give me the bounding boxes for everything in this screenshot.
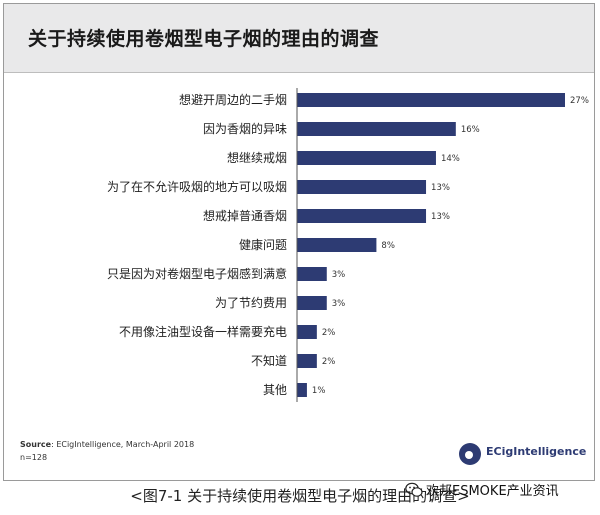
category-label: 想戒掉普通香烟	[203, 208, 287, 223]
value-label: 8%	[381, 241, 395, 251]
value-label: 1%	[312, 386, 326, 396]
source-label: Source	[20, 440, 52, 449]
category-label: 因为香烟的异味	[203, 121, 287, 136]
category-label: 不知道	[251, 354, 287, 368]
value-label: 13%	[431, 212, 450, 222]
category-label: 不用像注油型设备一样需要充电	[119, 324, 287, 339]
category-label: 健康问题	[239, 237, 287, 252]
bar	[297, 383, 307, 397]
source-note: Source: ECigIntelligence, March-April 20…	[20, 440, 194, 449]
value-label: 2%	[322, 328, 336, 338]
value-label: 3%	[332, 299, 346, 309]
category-label: 只是因为对卷烟型电子烟感到满意	[107, 266, 287, 281]
bar	[297, 354, 317, 368]
bar	[297, 325, 317, 339]
bar	[297, 267, 327, 281]
category-label: 其他	[263, 383, 287, 397]
value-label: 16%	[461, 125, 480, 135]
category-label: 想避开周边的二手烟	[179, 92, 287, 107]
watermark: 欢邦ESMOKE产业资讯	[405, 480, 559, 499]
bar	[297, 296, 327, 310]
source-text: : ECigIntelligence, March-April 2018	[51, 440, 195, 449]
value-label: 13%	[431, 183, 450, 193]
wechat-icon	[405, 482, 423, 497]
category-label: 为了节约费用	[215, 295, 287, 310]
category-label: 为了在不允许吸烟的地方可以吸烟	[107, 179, 287, 194]
ecig-logo: ECigIntelligence	[459, 441, 586, 469]
bar	[297, 238, 377, 252]
bar	[297, 180, 427, 194]
bar	[297, 209, 427, 223]
value-label: 3%	[332, 270, 346, 280]
bar	[297, 122, 456, 136]
ecig-logo-icon	[459, 443, 481, 465]
sample-size: n=128	[20, 453, 48, 462]
figure-frame: 关于持续使用卷烟型电子烟的理由的调查 Source: ECigIntellige…	[3, 3, 595, 481]
bar	[297, 151, 436, 165]
logo-name: ECigIntelligence	[486, 445, 587, 458]
watermark-text: 欢邦ESMOKE产业资讯	[426, 484, 559, 499]
bar-chart: 想避开周边的二手烟 27% 因为香烟的异味 16% 想继续戒烟 14% 为了在不允许吸烟的地…	[107, 88, 589, 402]
value-label: 2%	[322, 357, 336, 367]
figure-caption: <图7-1 关于持续使用卷烟型电子烟的理由的调查>	[130, 487, 470, 505]
chart-title: 关于持续使用卷烟型电子烟的理由的调查	[28, 28, 380, 50]
bar	[297, 93, 565, 107]
title-bar: 关于持续使用卷烟型电子烟的理由的调查	[4, 4, 594, 73]
category-label: 想继续戒烟	[227, 150, 287, 165]
value-label: 14%	[441, 154, 460, 164]
value-label: 27%	[570, 96, 589, 106]
